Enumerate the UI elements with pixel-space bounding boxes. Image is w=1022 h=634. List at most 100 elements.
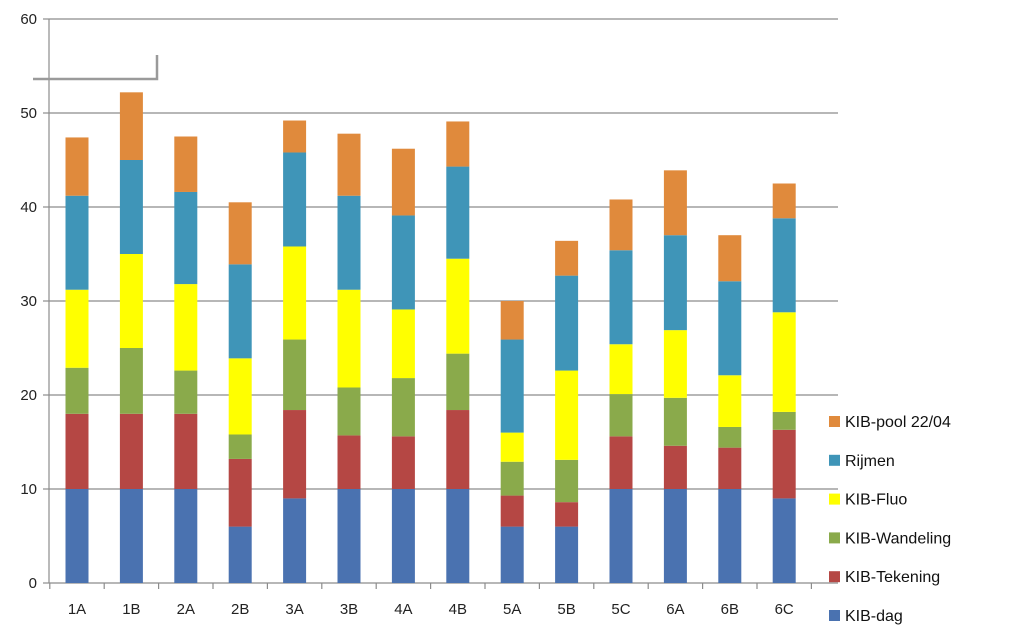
bar-segment-kib-pool-22-04-2a: [174, 136, 198, 192]
bar-segment-kib-dag-6a: [663, 489, 687, 583]
bar-segment-kib-fluo-2b: [228, 358, 252, 435]
bar-segment-kib-pool-22-04-1b: [119, 92, 143, 160]
legend-swatch: [829, 493, 840, 505]
bar-segment-kib-dag-1a: [65, 489, 89, 583]
legend-label: KIB-dag: [845, 608, 903, 625]
bar-segment-kib-fluo-4b: [446, 258, 470, 354]
bar-segment-kib-tekening-1b: [119, 413, 143, 489]
bar-segment-rijmen-5c: [609, 250, 633, 345]
y-tick-label: 20: [20, 387, 37, 404]
y-tick-label: 30: [20, 293, 37, 310]
legend-swatch: [829, 416, 840, 427]
x-tick-label: 5A: [503, 601, 521, 618]
axes: [33, 18, 838, 589]
bar-segment-kib-tekening-5b: [555, 502, 579, 527]
bar-segment-kib-dag-5a: [500, 526, 524, 583]
y-tick-label: 60: [20, 11, 37, 28]
bar-segment-rijmen-2b: [228, 264, 252, 359]
legend-swatch: [829, 571, 840, 583]
x-tick-label: 5C: [611, 601, 630, 618]
bar-segment-kib-dag-5c: [609, 489, 633, 583]
y-tick-label: 50: [20, 105, 37, 122]
bar-segment-kib-tekening-2b: [228, 458, 252, 527]
bar-segment-kib-pool-22-04-1a: [65, 137, 89, 196]
bar-segment-kib-wandeling-5b: [555, 459, 579, 503]
x-tick-label: 2B: [231, 601, 249, 618]
bar-segment-rijmen-2a: [174, 191, 198, 285]
bar-segment-rijmen-3b: [337, 195, 361, 290]
bar-segment-kib-dag-4b: [446, 489, 470, 583]
bar-segment-rijmen-1b: [119, 160, 143, 254]
bar-segment-kib-tekening-6a: [663, 445, 687, 489]
bar-segment-kib-wandeling-6b: [718, 426, 742, 448]
bar-segment-kib-tekening-5c: [609, 436, 633, 489]
bar-segment-kib-wandeling-4b: [446, 353, 470, 411]
corner-artifact: [33, 55, 159, 81]
bar-segment-rijmen-6a: [663, 235, 687, 331]
bar-segment-kib-wandeling-6a: [663, 397, 687, 446]
bar-segment-kib-wandeling-6c: [772, 411, 796, 430]
y-tick-labels: 0 10 20 30 40 50 60: [20, 11, 37, 592]
bar-segment-rijmen-6b: [718, 281, 742, 376]
legend-swatch: [829, 454, 840, 466]
bar-segment-kib-wandeling-5a: [500, 461, 524, 496]
bar-segment-kib-fluo-5a: [500, 432, 524, 462]
y-tick-label: 0: [29, 575, 37, 592]
x-tick-label: 6C: [775, 601, 794, 618]
bar-segment-kib-dag-2b: [228, 526, 252, 583]
bar-segment-kib-fluo-2a: [174, 284, 198, 371]
bar-segment-kib-fluo-3b: [337, 289, 361, 388]
bar-segment-kib-wandeling-2a: [174, 370, 198, 414]
y-tick-label: 40: [20, 199, 37, 216]
bar-segment-kib-fluo-6c: [772, 312, 796, 412]
legend-label: Rijmen: [845, 453, 895, 470]
legend-label: KIB-Tekening: [845, 569, 940, 586]
legend-label: KIB-Fluo: [845, 492, 907, 509]
bar-segment-kib-wandeling-5c: [609, 394, 633, 437]
bar-segment-rijmen-1a: [65, 195, 89, 290]
bar-segment-kib-dag-1b: [119, 489, 143, 583]
x-tick-label: 4B: [449, 601, 467, 618]
bar-segment-kib-dag-3a: [283, 498, 307, 583]
bar-segment-kib-pool-22-04-5c: [609, 199, 633, 251]
x-tick-labels: 1A 1B 2A 2B 3A 3B 4A 4B 5A 5B 5C 6A 6B 6C: [68, 601, 794, 618]
bar-segment-kib-pool-22-04-6a: [663, 170, 687, 236]
bar-segment-kib-wandeling-3a: [283, 339, 307, 411]
bar-segment-kib-pool-22-04-4b: [446, 121, 470, 167]
bar-segment-kib-tekening-6c: [772, 429, 796, 499]
legend: KIB-pool 22/04 Rijmen KIB-Fluo KIB-Wandelin…: [829, 414, 951, 625]
bar-segment-kib-tekening-5a: [500, 495, 524, 527]
bar-segment-kib-wandeling-4a: [391, 378, 415, 437]
x-tick-label: 5B: [557, 601, 575, 618]
bar-segment-kib-tekening-6b: [718, 447, 742, 489]
bar-segment-kib-tekening-2a: [174, 413, 198, 489]
bar-segment-rijmen-4a: [391, 215, 415, 310]
bar-segment-rijmen-3a: [283, 152, 307, 247]
bar-segment-kib-dag-4a: [391, 489, 415, 583]
legend-label: KIB-Wandeling: [845, 530, 951, 547]
bar-segment-kib-fluo-5c: [609, 344, 633, 395]
bar-segment-kib-wandeling-2b: [228, 434, 252, 459]
bar-segment-kib-dag-5b: [555, 526, 579, 583]
bar-segment-kib-pool-22-04-3b: [337, 133, 361, 196]
bar-segment-kib-pool-22-04-5b: [555, 240, 579, 276]
bar-segment-rijmen-4b: [446, 166, 470, 259]
bar-segment-kib-tekening-3a: [283, 410, 307, 499]
bar-segment-kib-fluo-3a: [283, 246, 307, 340]
x-tick-label: 6B: [721, 601, 739, 618]
bar-segment-kib-dag-6c: [772, 498, 796, 583]
legend-label: KIB-pool 22/04: [845, 414, 951, 431]
bars: [65, 92, 796, 583]
x-tick-label: 4A: [394, 601, 412, 618]
x-tick-label: 3B: [340, 601, 358, 618]
x-tick-label: 1A: [68, 601, 86, 618]
legend-swatch: [829, 610, 840, 621]
bar-segment-kib-wandeling-1a: [65, 367, 89, 414]
bar-segment-kib-dag-3b: [337, 489, 361, 583]
bar-segment-kib-fluo-6b: [718, 375, 742, 427]
bar-segment-kib-fluo-5b: [555, 370, 579, 460]
bar-segment-kib-tekening-4a: [391, 436, 415, 489]
x-tick-label: 6A: [666, 601, 684, 618]
